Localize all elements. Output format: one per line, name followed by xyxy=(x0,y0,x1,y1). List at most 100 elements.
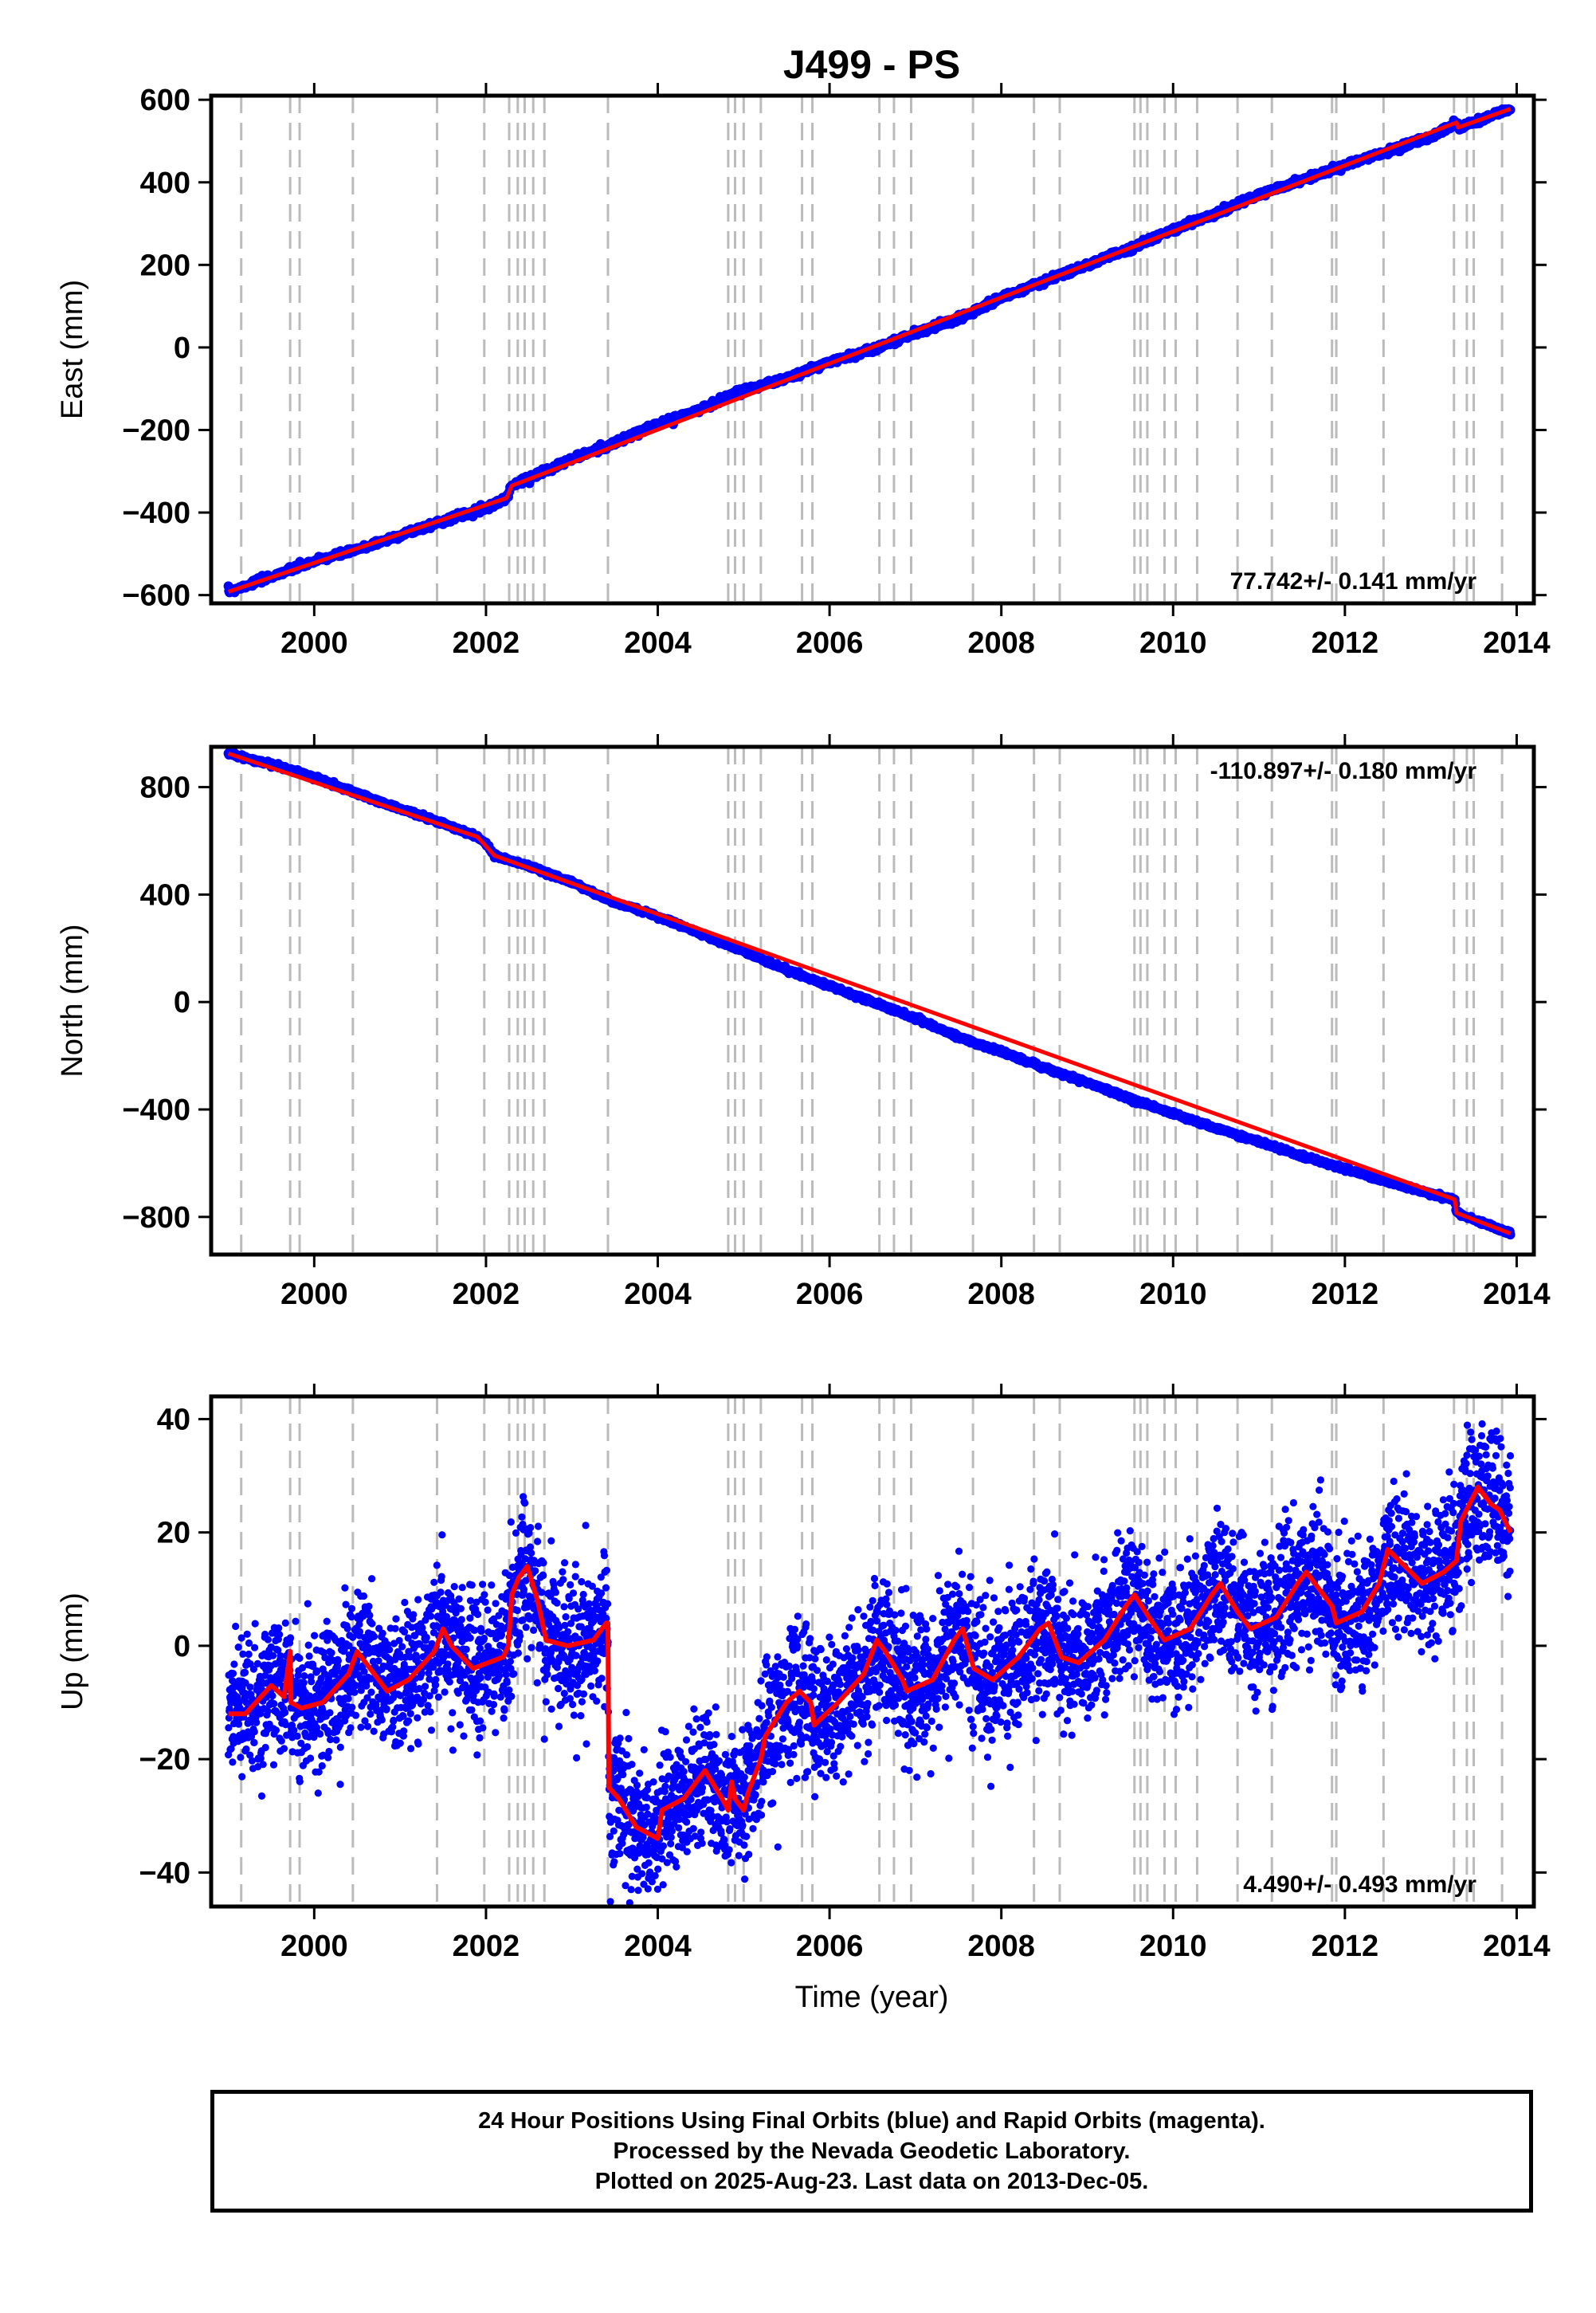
data-point xyxy=(232,1622,240,1631)
data-point xyxy=(248,1757,256,1765)
data-point xyxy=(257,1710,265,1718)
x-tick-label: 2010 xyxy=(1139,1278,1207,1311)
data-point xyxy=(242,1745,250,1753)
data-point xyxy=(257,1754,265,1762)
data-point xyxy=(229,1670,237,1678)
data-point xyxy=(281,1708,289,1717)
x-tick-label: 2000 xyxy=(280,626,348,660)
plot-area xyxy=(223,96,1516,603)
plot-area xyxy=(223,747,1516,1255)
data-point xyxy=(290,1726,298,1734)
data-point xyxy=(229,1758,237,1766)
data-point xyxy=(235,1698,243,1706)
data-point xyxy=(237,1753,245,1761)
data-point xyxy=(239,1650,247,1658)
x-tick-label: 2000 xyxy=(280,1278,348,1311)
data-point xyxy=(272,1726,280,1734)
x-tick-label: 2012 xyxy=(1312,626,1379,660)
up-panel: 2000 2002 2004 2006 2008 2010 2012 2014−40−2002… xyxy=(56,1384,1551,1963)
data-point xyxy=(241,1668,249,1676)
data-point xyxy=(242,1698,250,1706)
y-tick-label: 200 xyxy=(140,249,190,282)
y-tick-label: 400 xyxy=(140,878,190,912)
y-tick-label: −400 xyxy=(122,1094,190,1127)
data-point xyxy=(234,1643,242,1651)
y-tick-label: 600 xyxy=(140,84,190,117)
x-tick-label: 2010 xyxy=(1139,626,1207,660)
data-point xyxy=(241,1679,249,1687)
data-point xyxy=(246,1751,254,1759)
data-point xyxy=(238,1773,246,1781)
data-point xyxy=(281,1619,289,1627)
data-point xyxy=(277,1737,285,1745)
x-tick-label: 2006 xyxy=(796,626,864,660)
data-point xyxy=(250,1738,258,1746)
data-point xyxy=(292,1617,300,1625)
figure-title: J499 - PS xyxy=(783,42,960,87)
data-point xyxy=(275,1624,283,1632)
plot-area xyxy=(225,1396,1515,1907)
x-tick-label: 2014 xyxy=(1483,1278,1551,1311)
data-point xyxy=(259,1761,267,1769)
data-point xyxy=(257,1792,266,1800)
data-point xyxy=(269,1651,277,1659)
data-point xyxy=(270,1700,278,1708)
data-point xyxy=(225,1705,233,1713)
data-point xyxy=(261,1743,269,1752)
y-tick-label: 400 xyxy=(140,167,190,200)
data-point xyxy=(251,1643,259,1651)
data-point xyxy=(274,1646,282,1654)
data-point xyxy=(264,1707,272,1715)
north-panel: 2000 2002 2004 2006 2008 2010 2012 2014 −800 −400… xyxy=(56,734,1551,1311)
x-tick-label: 2008 xyxy=(967,626,1035,660)
y-tick-label: −600 xyxy=(122,579,190,613)
y-tick-label: −400 xyxy=(122,497,190,530)
x-tick-label: 2012 xyxy=(1312,1278,1379,1311)
data-point xyxy=(269,1692,276,1700)
y-tick-label: 0 xyxy=(174,332,190,365)
data-point xyxy=(251,1620,259,1628)
data-point xyxy=(237,1634,245,1642)
data-point xyxy=(282,1721,290,1729)
plot-frame xyxy=(209,744,1536,1257)
data-point xyxy=(253,1659,261,1667)
model-line xyxy=(227,107,1512,594)
data-point xyxy=(230,1660,238,1668)
y-axis-label: East (mm) xyxy=(56,280,89,419)
y-tick-label: 0 xyxy=(174,986,190,1019)
y-tick-label: −200 xyxy=(122,414,190,447)
data-point xyxy=(269,1761,278,1769)
east-panel: 2000 2002 2004 2006 2008 2010 2012 2014−600−400… xyxy=(56,83,1551,660)
x-tick-label: 2004 xyxy=(624,626,692,660)
data-point xyxy=(264,1636,272,1643)
data-point xyxy=(276,1631,284,1639)
data-point xyxy=(225,1724,233,1732)
data-point xyxy=(243,1630,251,1638)
x-tick-label: 2004 xyxy=(624,1278,692,1311)
data-point xyxy=(253,1718,261,1726)
y-axis-label: North (mm) xyxy=(56,924,89,1077)
data-point xyxy=(250,1728,258,1736)
x-tick-label: 2006 xyxy=(796,1278,864,1311)
data-point xyxy=(280,1745,288,1753)
data-point xyxy=(276,1652,284,1660)
y-tick-label: −800 xyxy=(122,1201,190,1235)
rate-label: 77.742+/- 0.141 mm/yr xyxy=(1230,568,1477,595)
x-tick-label: 2014 xyxy=(1483,626,1551,660)
data-point xyxy=(234,1720,243,1728)
data-point xyxy=(286,1634,295,1642)
x-tick-label: 2002 xyxy=(453,1278,520,1311)
data-point xyxy=(236,1704,244,1712)
data-point xyxy=(227,1745,235,1753)
data-point xyxy=(249,1665,257,1673)
y-tick-label: 800 xyxy=(140,772,190,805)
x-tick-label: 2008 xyxy=(967,1278,1035,1311)
x-tick-label: 2002 xyxy=(453,626,520,660)
data-point xyxy=(245,1650,253,1659)
model-line xyxy=(227,752,1512,1236)
rate-label: -110.897+/- 0.180 mm/yr xyxy=(1210,758,1477,784)
data-point xyxy=(246,1683,254,1691)
data-point xyxy=(293,1732,301,1740)
data-point xyxy=(245,1639,253,1647)
